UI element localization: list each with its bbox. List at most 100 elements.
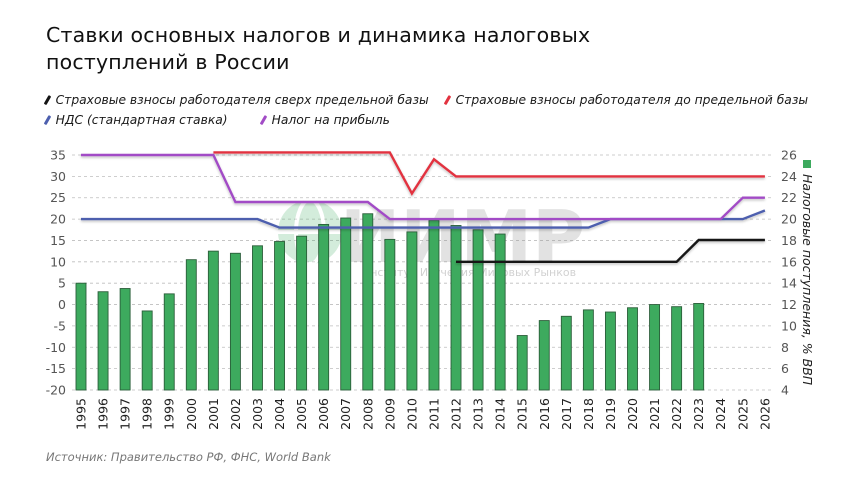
left-tick-label: 5 — [58, 276, 66, 291]
bar-2023 — [693, 303, 705, 391]
x-tick-label: 2000 — [184, 398, 199, 430]
x-tick-label: 2026 — [757, 398, 772, 430]
x-tick-label: 2019 — [603, 398, 618, 430]
right-tick-label: 12 — [781, 297, 797, 312]
x-tick-label: 2023 — [691, 398, 706, 430]
left-tick-label: 15 — [50, 233, 66, 248]
x-tick-label: 1995 — [74, 398, 89, 430]
x-tick-label: 2006 — [316, 398, 331, 430]
x-tick-label: 2003 — [250, 398, 265, 430]
bar-2018 — [582, 309, 594, 391]
bar-2022 — [671, 306, 683, 391]
chart-title: Ставки основных налогов и динамика налог… — [46, 22, 590, 76]
bar-2017 — [560, 315, 572, 391]
x-tick-label: 2024 — [713, 398, 728, 430]
x-tick-label: 2022 — [669, 398, 684, 430]
right-tick-label: 18 — [781, 233, 797, 248]
legend-item-insurance-above-base: Страховые взносы работодателя сверх пред… — [43, 93, 429, 107]
x-tick-label: 2004 — [272, 398, 287, 430]
legend-item-profit-tax: Налог на прибыль — [259, 113, 390, 127]
x-tick-label: 1998 — [140, 398, 155, 430]
legend-label: Налог на прибыль — [271, 113, 390, 127]
bar-2008 — [362, 213, 374, 391]
bar-2010 — [406, 231, 418, 391]
line-series — [81, 151, 766, 263]
legend-label: НДС (стандартная ставка) — [55, 113, 228, 127]
bar-1999 — [163, 293, 175, 391]
left-axis: 35 30 25 20 15 10 5 0 -5 -10 -15 -20 — [46, 148, 66, 398]
x-tick-label: 2008 — [360, 398, 375, 430]
left-tick-label: 35 — [50, 148, 66, 163]
left-tick-label: 10 — [50, 254, 66, 269]
right-axis-label: Налоговые поступления, % ВВП — [800, 174, 815, 386]
bar-2021 — [649, 304, 661, 391]
bar-2004 — [274, 241, 285, 391]
left-tick-label: 25 — [50, 190, 66, 205]
watermark-logo-text: ИИМР — [340, 195, 585, 279]
x-tick-label: 2014 — [493, 398, 508, 430]
x-tick-label: 2021 — [647, 398, 662, 430]
x-tick-label: 2010 — [404, 398, 419, 430]
bar-2011 — [428, 219, 440, 391]
x-tick-label: 2017 — [559, 398, 574, 430]
legend-item-insurance-below-base: Страховые взносы работодателя до предель… — [443, 93, 809, 107]
x-tick-label: 2011 — [426, 398, 441, 430]
x-tick-label: 1996 — [96, 398, 111, 430]
bar-1997 — [119, 288, 131, 391]
right-tick-label: 24 — [781, 169, 797, 184]
x-tick-label: 2001 — [206, 398, 221, 430]
bar-2014 — [494, 233, 506, 391]
bar-2019 — [604, 311, 616, 391]
left-tick-label: -15 — [46, 361, 66, 376]
right-tick-label: 26 — [781, 148, 797, 163]
bar-2005 — [296, 235, 308, 391]
right-axis-title: Налоговые поступления, % ВВП — [800, 160, 815, 386]
x-tick-label: 1999 — [162, 398, 177, 430]
right-axis-legend-square — [803, 160, 811, 168]
bar-2000 — [185, 259, 197, 391]
right-axis: 26 24 22 20 18 16 14 12 10 8 6 4 — [781, 148, 797, 398]
right-tick-label: 10 — [781, 318, 797, 333]
right-tick-label: 14 — [781, 276, 797, 291]
x-tick-label: 2013 — [471, 398, 486, 430]
bar-2020 — [627, 307, 638, 391]
bar-2001 — [207, 250, 219, 391]
x-tick-label: 2007 — [338, 398, 353, 430]
bar-2006 — [318, 223, 330, 391]
left-tick-label: 30 — [50, 169, 66, 184]
left-tick-label: -20 — [46, 383, 66, 398]
left-tick-label: 20 — [50, 212, 66, 227]
right-tick-label: 20 — [781, 212, 797, 227]
x-tick-label: 2016 — [537, 398, 552, 430]
bar-2013 — [472, 229, 484, 391]
x-tick-label: 2018 — [581, 398, 596, 430]
line-series-1 — [213, 151, 765, 196]
right-tick-label: 22 — [781, 190, 797, 205]
left-tick-label: -10 — [46, 340, 66, 355]
right-tick-label: 6 — [781, 361, 789, 376]
bar-2012 — [450, 225, 462, 391]
bar-2015 — [516, 335, 528, 391]
x-tick-label: 2005 — [294, 398, 309, 430]
x-tick-label: 2009 — [382, 398, 397, 430]
legend-label: Страховые взносы работодателя сверх пред… — [55, 93, 429, 107]
right-tick-label: 8 — [781, 340, 789, 355]
x-axis: 1995 1996 1997 1998 1999 2000 2001 2002 2003 2004… — [74, 398, 773, 430]
bar-2009 — [384, 238, 396, 391]
x-tick-label: 2002 — [228, 398, 243, 430]
x-tick-label: 2012 — [449, 398, 464, 430]
source-note: Источник: Правительство РФ, ФНС, World B… — [46, 450, 331, 464]
bar-1996 — [97, 291, 109, 391]
bar-2002 — [229, 252, 241, 391]
bar-2016 — [538, 320, 550, 391]
bar-2007 — [340, 217, 352, 391]
chart-title-line-1: Ставки основных налогов и динамика налог… — [46, 23, 591, 47]
legend-label: Страховые взносы работодателя до предель… — [455, 93, 809, 107]
watermark-globe-icon — [278, 198, 342, 266]
right-tick-label: 16 — [781, 254, 797, 269]
left-tick-label: 0 — [58, 297, 66, 312]
bar-2003 — [252, 245, 263, 391]
line-series-0 — [456, 238, 765, 263]
legend-item-vat: НДС (стандартная ставка) — [43, 113, 228, 127]
